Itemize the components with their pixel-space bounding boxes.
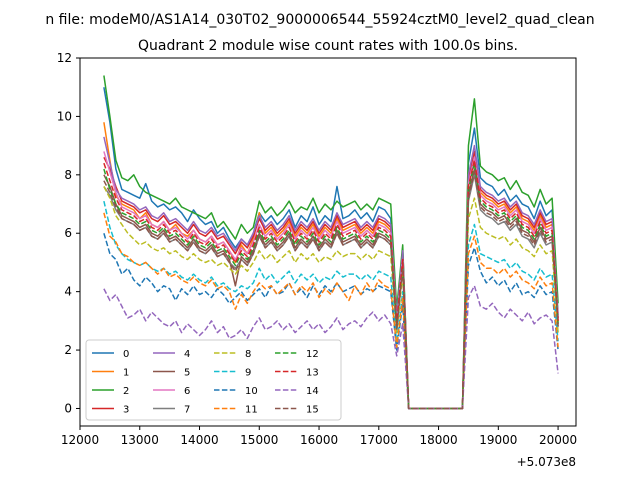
x-tick-label: 12000 [61, 433, 99, 447]
x-tick-label: 18000 [419, 433, 457, 447]
legend-label-5: 5 [184, 368, 190, 379]
legend-label-0: 0 [123, 349, 129, 360]
series-line-8 [103, 186, 559, 410]
series-line-12 [103, 162, 559, 410]
series-line-9 [103, 200, 559, 410]
legend-label-9: 9 [245, 368, 251, 379]
x-tick-label: 14000 [180, 433, 218, 447]
series-line-0 [103, 87, 559, 410]
y-tick-label: 6 [64, 226, 72, 240]
legend-box [85, 339, 342, 421]
x-axis-offset-label: +5.073e8 [517, 455, 576, 469]
legend-label-10: 10 [245, 386, 258, 397]
series-line-11 [103, 212, 559, 410]
series-line-5 [103, 168, 559, 410]
legend-label-2: 2 [123, 386, 129, 397]
y-tick-label: 4 [64, 285, 72, 299]
legend-label-6: 6 [184, 386, 190, 397]
legend-label-7: 7 [184, 405, 190, 416]
series-line-2 [103, 75, 559, 410]
chart-title: Quadrant 2 module wise count rates with … [138, 38, 518, 54]
series-line-13 [103, 159, 559, 410]
y-tick-label: 10 [57, 109, 72, 123]
series-line-3 [103, 150, 559, 410]
series-line-4 [103, 136, 559, 410]
x-tick-label: 13000 [121, 433, 159, 447]
legend-label-14: 14 [306, 386, 319, 397]
x-tick-label: 15000 [240, 433, 278, 447]
y-tick-label: 12 [57, 51, 72, 65]
x-axis: 12000 13000 14000 15000 16000 17000 18000 19000… [61, 426, 577, 447]
y-tick-label: 8 [64, 168, 72, 182]
series-layer [103, 75, 559, 410]
series-line-6 [103, 151, 559, 410]
plot-frame [79, 57, 577, 427]
legend-label-13: 13 [306, 368, 319, 379]
y-tick-label: 2 [64, 343, 72, 357]
series-line-14 [103, 285, 559, 410]
legend-label-4: 4 [184, 349, 190, 360]
x-tick-label: 16000 [300, 433, 338, 447]
legend-label-1: 1 [123, 368, 129, 379]
x-tick-label: 19000 [479, 433, 517, 447]
x-tick-label: 17000 [360, 433, 398, 447]
legend-label-11: 11 [245, 405, 258, 416]
legend-label-15: 15 [306, 405, 319, 416]
series-line-10 [103, 233, 559, 410]
legend-label-8: 8 [245, 349, 251, 360]
figure-suptitle: n file: modeM0/AS1A14_030T02_9000006544_… [45, 12, 594, 28]
legend-label-12: 12 [306, 349, 319, 360]
y-axis: 0 2 4 6 8 10 12 [57, 51, 80, 415]
x-tick-label: 20000 [539, 433, 577, 447]
series-line-15 [103, 171, 559, 410]
legend-label-3: 3 [123, 405, 129, 416]
y-tick-label: 0 [64, 401, 72, 415]
